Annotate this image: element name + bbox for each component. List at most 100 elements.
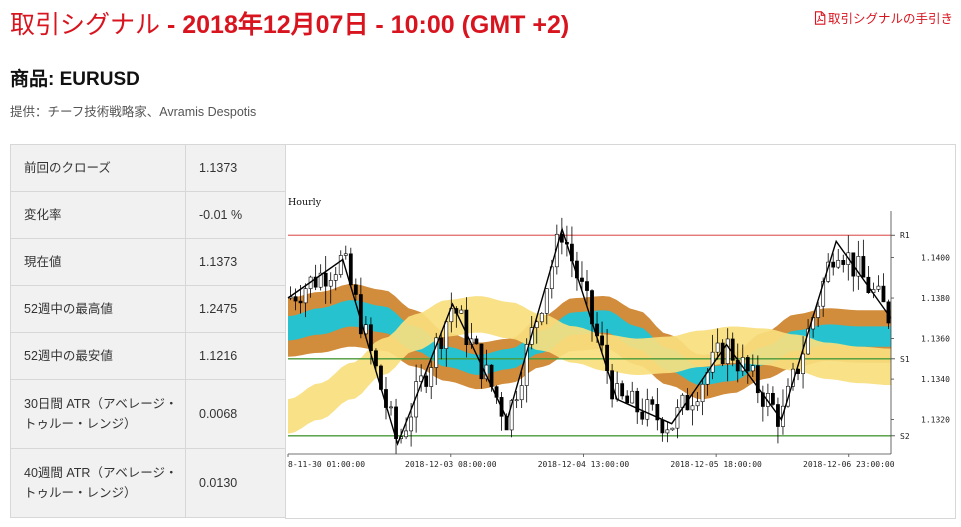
table-row: 現在値 1.1373 bbox=[10, 238, 288, 286]
candle-body bbox=[459, 309, 464, 314]
stat-label: 現在値 bbox=[10, 238, 186, 286]
candle-body bbox=[303, 288, 308, 304]
table-row: 52週中の最高値 1.2475 bbox=[10, 285, 288, 333]
candle-body bbox=[424, 375, 429, 387]
candle-body bbox=[755, 365, 760, 394]
candle-body bbox=[660, 419, 665, 434]
chart-canvas: Hourly R1 S1 S2 1.1320 1.1340 1.1360 1.1380 1.… bbox=[286, 145, 955, 518]
candle-body bbox=[715, 342, 720, 353]
candle-body bbox=[323, 272, 328, 287]
zigzag-line bbox=[287, 226, 892, 447]
x-tick-label: 2018-12-06 23:00:00 bbox=[803, 460, 895, 469]
candle-body bbox=[389, 406, 393, 409]
hourly-chart: Hourly R1 S1 S2 1.1320 1.1340 1.1360 1.1380 1.… bbox=[285, 144, 956, 519]
y-tick-label: 1.1320 bbox=[921, 416, 950, 425]
candle-body bbox=[836, 259, 841, 268]
candle-body bbox=[434, 337, 439, 368]
candle-body bbox=[293, 296, 298, 302]
candle-body bbox=[409, 416, 414, 432]
stat-value: 1.1373 bbox=[185, 238, 288, 286]
candle-body bbox=[559, 233, 564, 243]
candle-body bbox=[429, 367, 434, 387]
x-tick-label: 2018-12-03 08:00:00 bbox=[405, 460, 497, 469]
page-title: 取引シグナル - 2018年12月07日 - 10:00 (GMT +2) bbox=[10, 8, 569, 42]
candle-body bbox=[695, 401, 700, 407]
stat-value: 1.1216 bbox=[185, 332, 288, 380]
candle-body bbox=[374, 350, 378, 367]
stat-label: 52週中の最高値 bbox=[10, 285, 186, 333]
candle-body bbox=[876, 285, 881, 290]
candle-body bbox=[544, 288, 549, 314]
table-row: 52週中の最安値 1.1216 bbox=[10, 332, 288, 380]
pdf-icon bbox=[814, 10, 826, 25]
candle-body bbox=[831, 261, 836, 268]
candle-body bbox=[670, 427, 675, 431]
stat-label: 前回のクローズ bbox=[10, 144, 186, 192]
candle-body bbox=[625, 395, 630, 404]
candle-body bbox=[665, 429, 670, 434]
candle-body bbox=[856, 256, 861, 277]
table-row: 変化率 -0.01 % bbox=[10, 191, 288, 239]
level-label-s2: S2 bbox=[900, 432, 910, 441]
y-tick-label: 1.1380 bbox=[921, 294, 950, 303]
candle-body bbox=[841, 259, 846, 265]
y-tick-label: 1.1360 bbox=[921, 335, 950, 344]
candle-body bbox=[474, 338, 479, 345]
candle-body bbox=[640, 411, 645, 420]
candle-body bbox=[504, 416, 509, 431]
stat-value: 1.2475 bbox=[185, 285, 288, 333]
stat-value: 0.0130 bbox=[185, 448, 288, 518]
table-row: 前回のクローズ 1.1373 bbox=[10, 144, 288, 192]
candle-body bbox=[338, 255, 343, 275]
candle-body bbox=[806, 328, 810, 355]
y-tick-label: 1.1340 bbox=[921, 375, 950, 384]
candle-body bbox=[630, 390, 635, 404]
signal-guide-label: 取引シグナルの手引き bbox=[827, 12, 953, 26]
stat-label: 40週間 ATR（アベレージ・トゥルー・レンジ） bbox=[10, 448, 186, 518]
candle-body bbox=[444, 321, 449, 349]
candle-body bbox=[730, 338, 735, 361]
table-row: 30日間 ATR（アベレージ・トゥルー・レンジ） 0.0068 bbox=[10, 379, 288, 449]
candle-body bbox=[353, 284, 358, 295]
candle-body bbox=[816, 305, 821, 318]
candle-body bbox=[298, 300, 303, 304]
candle-body bbox=[539, 313, 544, 323]
product-name: 商品: EURUSD bbox=[10, 69, 140, 90]
candle-body bbox=[690, 405, 695, 411]
candle-body bbox=[620, 383, 625, 397]
candle-body bbox=[861, 256, 866, 278]
level-label-s1: S1 bbox=[900, 355, 910, 364]
provider-credit: 提供：チーフ技術戦略家、Avramis Despotis bbox=[10, 105, 257, 119]
candle-body bbox=[650, 399, 655, 405]
stat-value: 0.0068 bbox=[185, 379, 288, 449]
candle-body bbox=[750, 365, 755, 372]
stat-label: 52週中の最安値 bbox=[10, 332, 186, 380]
x-tick-label: 2018-12-04 13:00:00 bbox=[538, 460, 630, 469]
stat-label: 30日間 ATR（アベレージ・トゥルー・レンジ） bbox=[10, 379, 186, 449]
candle-body bbox=[881, 285, 886, 303]
title-prefix: 取引シグナル bbox=[10, 11, 161, 39]
candle-body bbox=[524, 344, 529, 386]
y-tick-label: 1.1400 bbox=[921, 254, 950, 263]
stats-table: 前回のクローズ 1.1373 変化率 -0.01 % 現在値 1.1373 52… bbox=[10, 144, 288, 518]
candle-body bbox=[404, 430, 408, 438]
table-row: 40週間 ATR（アベレージ・トゥルー・レンジ） 0.0130 bbox=[10, 448, 288, 518]
candle-body bbox=[585, 281, 589, 291]
candle-body bbox=[801, 353, 805, 374]
stat-value: 1.1373 bbox=[185, 144, 288, 192]
candle-body bbox=[635, 390, 640, 413]
candle-body bbox=[600, 335, 604, 346]
candle-body bbox=[328, 280, 333, 287]
x-tick-label: 8-11-30 01:00:00 bbox=[288, 460, 365, 469]
candle-body bbox=[313, 276, 318, 288]
candle-body bbox=[509, 400, 514, 431]
candle-body bbox=[363, 324, 368, 335]
candle-body bbox=[333, 274, 338, 281]
envelope-band-yellow bbox=[288, 296, 891, 434]
candle-body bbox=[318, 272, 323, 288]
candle-body bbox=[745, 357, 750, 372]
x-tick-label: 2018-12-05 18:00:00 bbox=[670, 460, 762, 469]
candle-body bbox=[369, 324, 373, 352]
stat-value: -0.01 % bbox=[185, 191, 288, 239]
signal-guide-link[interactable]: 取引シグナルの手引き bbox=[814, 8, 953, 27]
